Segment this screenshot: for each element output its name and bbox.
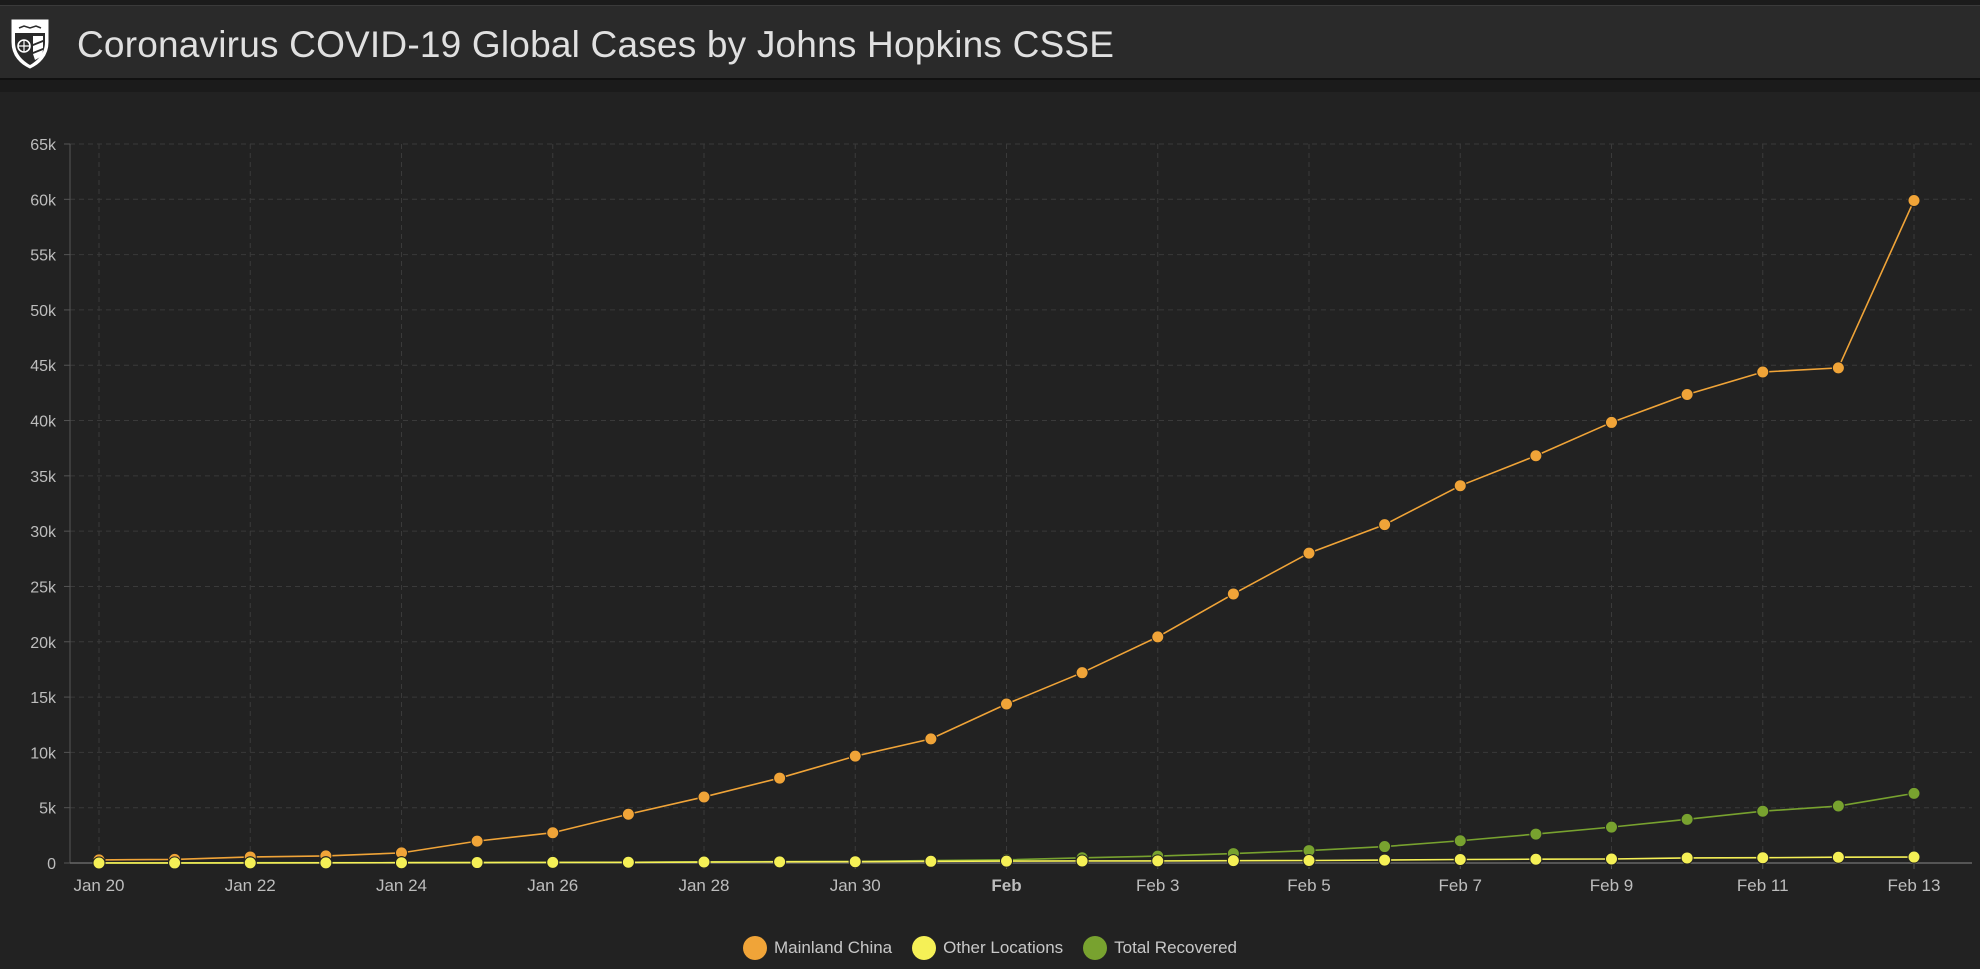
x-tick-label: Feb 5 <box>1287 876 1330 895</box>
data-point-other-locations[interactable] <box>1907 850 1921 864</box>
data-point-mainland-china[interactable] <box>1000 697 1013 711</box>
x-tick-label: Jan 26 <box>527 876 578 895</box>
legend-swatch <box>743 936 767 960</box>
data-point-mainland-china[interactable] <box>1605 415 1618 429</box>
y-tick-label: 65k <box>30 137 57 154</box>
x-tick-label: Feb 13 <box>1888 876 1941 895</box>
legend-item-mainland-china[interactable]: Mainland China <box>743 936 892 960</box>
data-point-other-locations[interactable] <box>395 856 408 870</box>
data-point-other-locations[interactable] <box>1605 852 1618 866</box>
y-tick-label: 25k <box>30 579 57 596</box>
data-point-mainland-china[interactable] <box>546 826 560 840</box>
x-tick-label: Jan 22 <box>225 876 276 895</box>
data-point-other-locations[interactable] <box>1302 853 1316 867</box>
data-point-mainland-china[interactable] <box>621 807 635 821</box>
data-point-other-locations[interactable] <box>1529 852 1543 866</box>
data-point-total-recovered[interactable] <box>1605 820 1618 834</box>
x-tick-label: Feb <box>991 876 1021 895</box>
data-point-other-locations[interactable] <box>1226 854 1240 868</box>
chart-legend: Mainland China Other Locations Total Recov… <box>0 933 1980 963</box>
data-point-other-locations[interactable] <box>92 856 106 870</box>
data-point-other-locations[interactable] <box>319 856 333 870</box>
y-tick-label: 10k <box>30 745 57 762</box>
x-tick-label: Jan 28 <box>678 876 729 895</box>
data-point-other-locations[interactable] <box>1378 853 1392 867</box>
data-point-other-locations[interactable] <box>697 855 711 869</box>
x-tick-label: Feb 9 <box>1590 876 1633 895</box>
data-point-mainland-china[interactable] <box>1831 361 1845 375</box>
data-point-mainland-china[interactable] <box>924 732 938 746</box>
data-point-mainland-china[interactable] <box>848 749 862 763</box>
legend-item-other-locations[interactable]: Other Locations <box>912 936 1063 960</box>
y-tick-label: 60k <box>30 192 57 209</box>
data-point-mainland-china[interactable] <box>1075 666 1089 680</box>
header: Coronavirus COVID-19 Global Cases by Joh… <box>0 0 1980 92</box>
data-point-total-recovered[interactable] <box>1529 827 1543 841</box>
university-shield-icon <box>6 16 54 70</box>
data-point-mainland-china[interactable] <box>1302 546 1316 560</box>
data-point-mainland-china[interactable] <box>1907 193 1921 207</box>
data-point-mainland-china[interactable] <box>1378 518 1392 532</box>
data-point-other-locations[interactable] <box>621 855 635 869</box>
data-point-other-locations[interactable] <box>1756 851 1770 865</box>
legend-label: Total Recovered <box>1114 938 1237 957</box>
data-point-mainland-china[interactable] <box>1226 587 1240 601</box>
x-tick-label: Feb 3 <box>1136 876 1179 895</box>
data-point-mainland-china[interactable] <box>1756 365 1770 379</box>
y-tick-label: 5k <box>39 801 57 818</box>
data-point-other-locations[interactable] <box>1680 851 1694 865</box>
chart-container: 0 5k 10k 15k 20k 25k 30k 35k 40k 45k 50k 55k 60k 65k J… <box>0 92 1980 969</box>
data-point-other-locations[interactable] <box>848 855 862 869</box>
data-point-total-recovered[interactable] <box>1831 799 1845 813</box>
data-point-total-recovered[interactable] <box>1680 812 1694 826</box>
data-point-other-locations[interactable] <box>168 856 182 870</box>
legend-item-total-recovered[interactable]: Total Recovered <box>1083 936 1237 960</box>
data-point-total-recovered[interactable] <box>1756 804 1770 818</box>
data-point-other-locations[interactable] <box>470 856 484 870</box>
data-point-mainland-china[interactable] <box>470 834 484 848</box>
data-point-mainland-china[interactable] <box>1151 630 1165 644</box>
data-point-other-locations[interactable] <box>1151 854 1165 868</box>
data-point-other-locations[interactable] <box>773 855 787 869</box>
x-tick-label: Jan 20 <box>73 876 124 895</box>
x-tick-label: Feb 11 <box>1737 876 1789 895</box>
y-tick-label: 55k <box>30 248 57 265</box>
data-point-mainland-china[interactable] <box>1680 387 1694 401</box>
legend-swatch <box>912 936 937 960</box>
y-tick-label: 40k <box>30 414 57 431</box>
data-point-mainland-china[interactable] <box>1529 449 1543 463</box>
y-tick-label: 20k <box>30 635 57 652</box>
y-tick-label: 50k <box>30 303 57 320</box>
x-tick-label: Jan 30 <box>830 876 881 895</box>
data-point-other-locations[interactable] <box>1453 852 1467 866</box>
x-tick-label: Feb 7 <box>1439 876 1482 895</box>
data-point-other-locations[interactable] <box>546 855 560 869</box>
y-tick-label: 0 <box>47 856 56 873</box>
y-tick-label: 30k <box>30 524 57 541</box>
data-point-other-locations[interactable] <box>1831 850 1845 864</box>
data-point-mainland-china[interactable] <box>773 771 787 785</box>
legend-swatch <box>1083 936 1108 960</box>
data-point-mainland-china[interactable] <box>1453 479 1467 493</box>
legend-label: Other Locations <box>943 938 1064 957</box>
y-tick-label: 15k <box>30 690 57 707</box>
data-point-other-locations[interactable] <box>1075 854 1089 868</box>
data-point-other-locations[interactable] <box>924 854 938 868</box>
data-point-other-locations[interactable] <box>243 856 257 870</box>
data-point-total-recovered[interactable] <box>1453 834 1467 848</box>
cases-line-chart: 0 5k 10k 15k 20k 25k 30k 35k 40k 45k 50k 55k 60k 65k J… <box>30 137 1972 895</box>
y-tick-label: 35k <box>30 469 57 486</box>
data-point-total-recovered[interactable] <box>1378 840 1392 854</box>
header-bar: Coronavirus COVID-19 Global Cases by Joh… <box>0 5 1980 80</box>
x-tick-label: Jan 24 <box>376 876 427 895</box>
data-point-mainland-china[interactable] <box>697 790 711 804</box>
page-title: Coronavirus COVID-19 Global Cases by Joh… <box>77 24 1115 65</box>
data-point-total-recovered[interactable] <box>1907 786 1921 800</box>
data-point-other-locations[interactable] <box>1000 854 1013 868</box>
legend-label: Mainland China <box>774 938 893 957</box>
y-tick-label: 45k <box>30 358 57 375</box>
